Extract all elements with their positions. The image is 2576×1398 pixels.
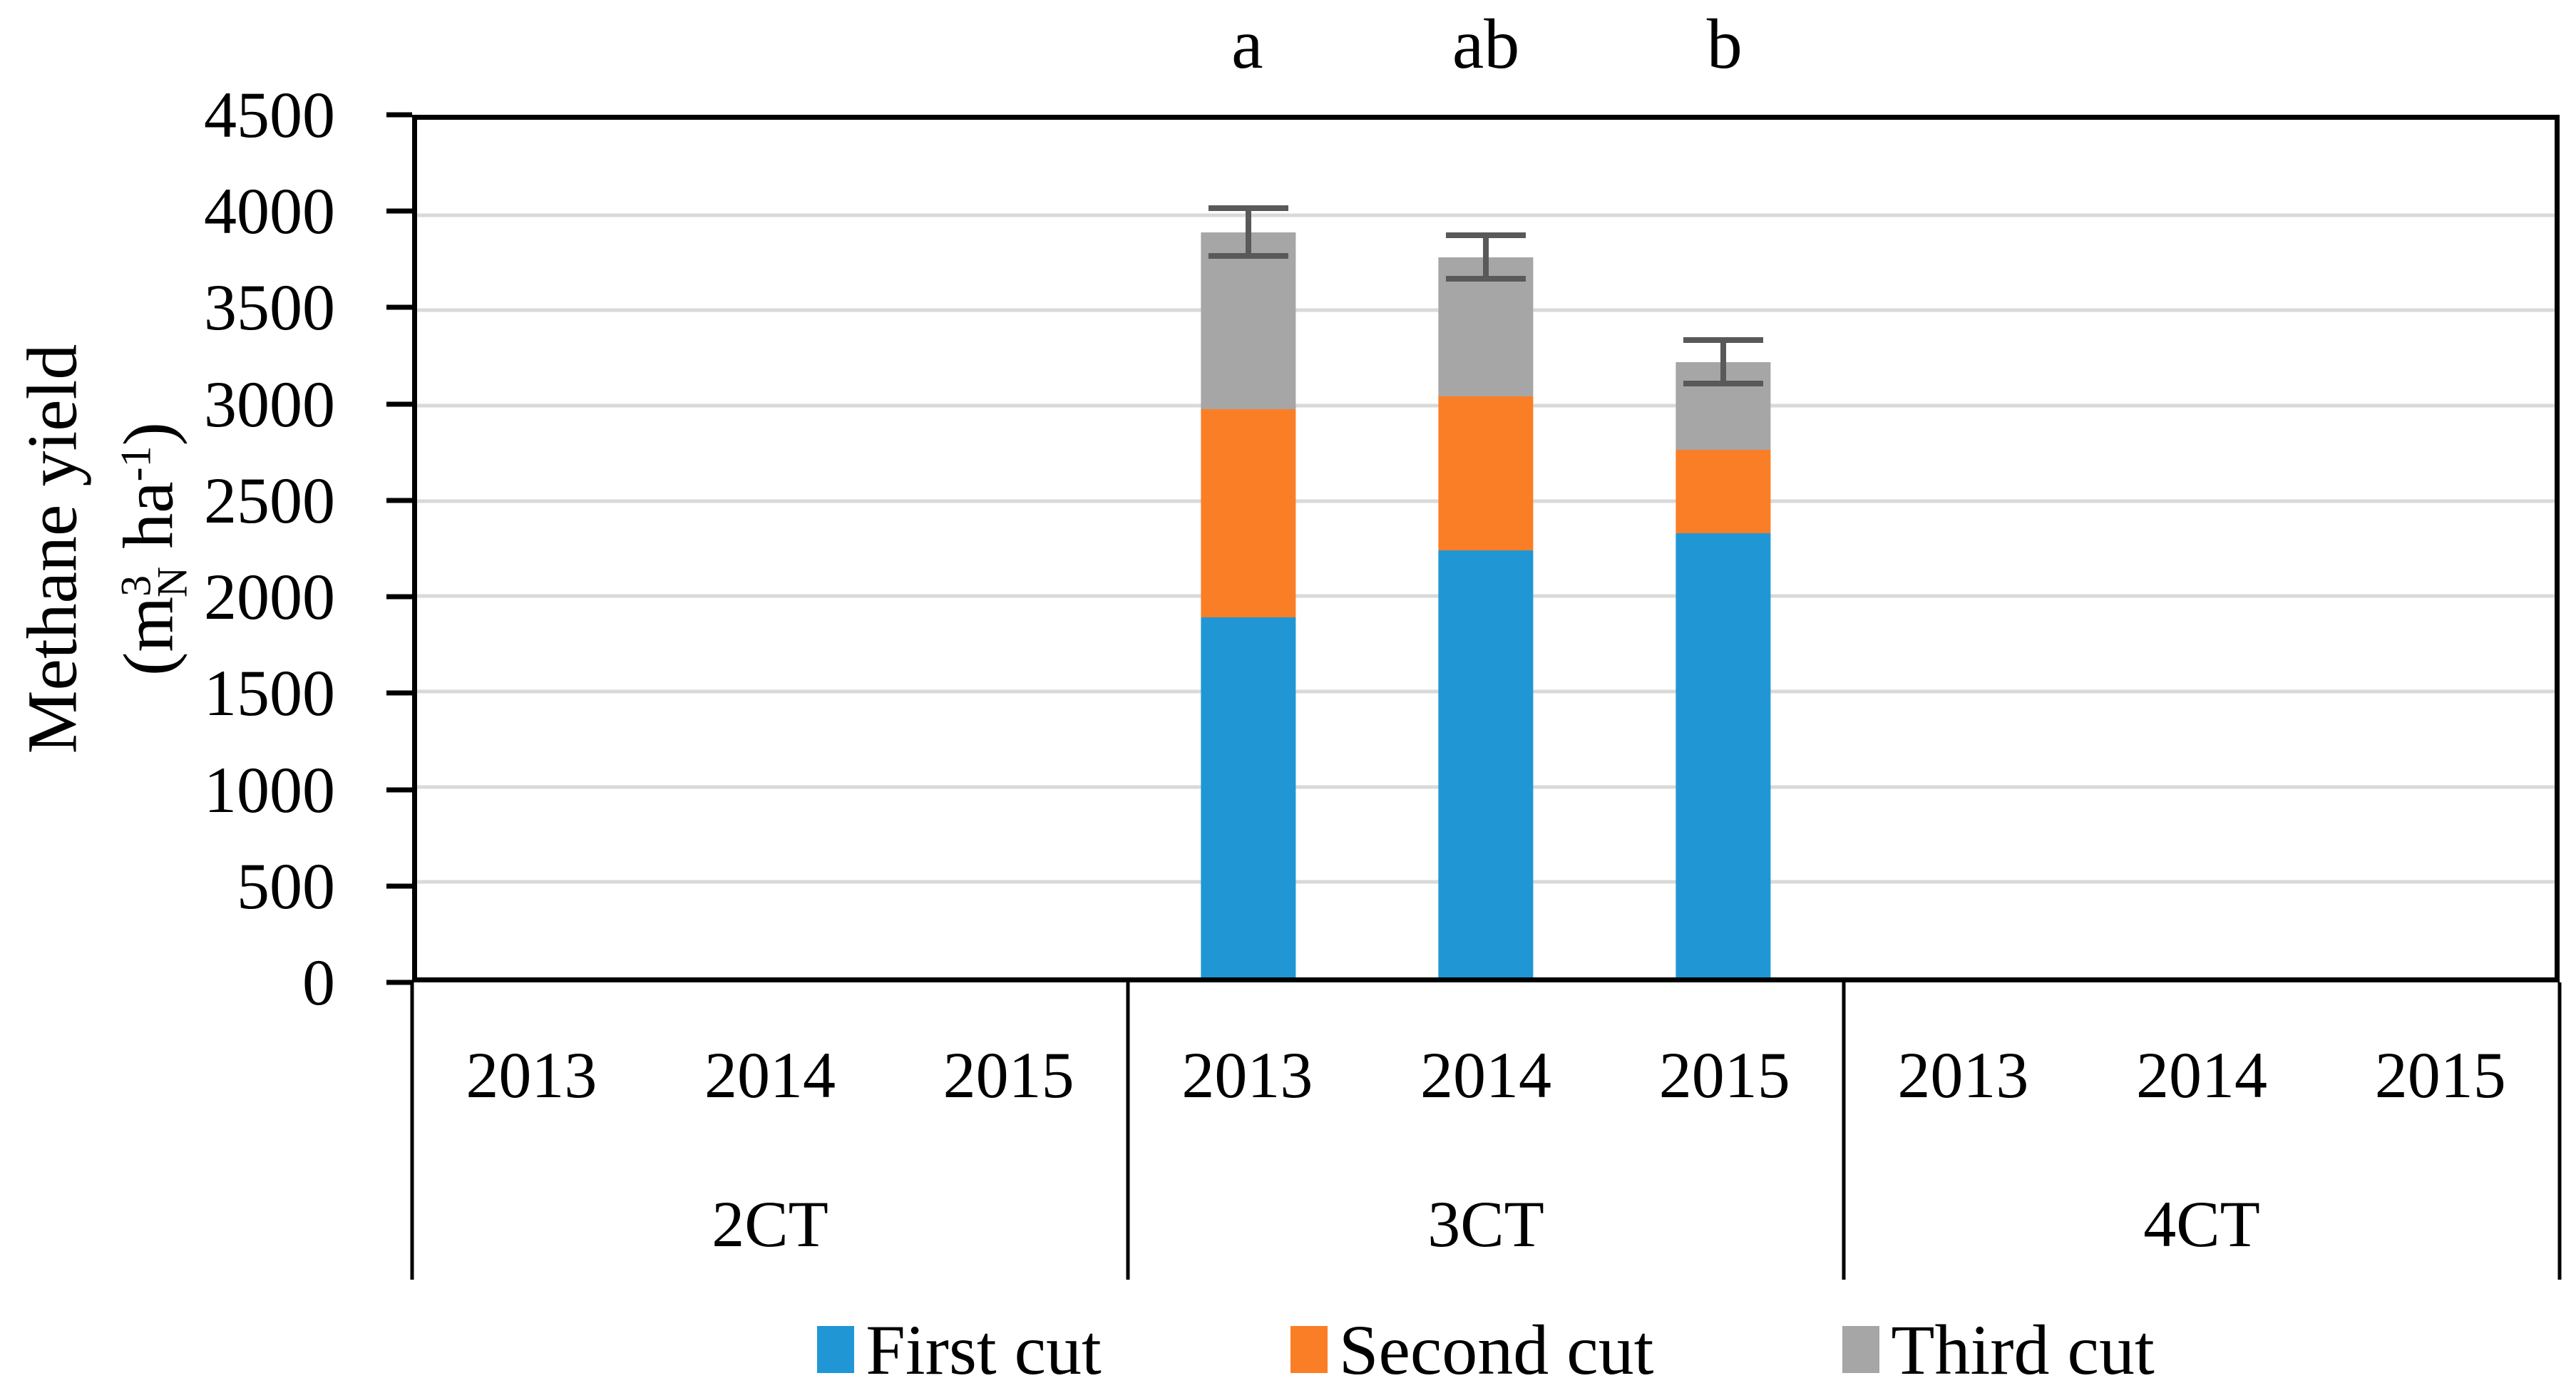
- y-tick-label: 4500: [204, 78, 335, 151]
- category-separator: [1842, 982, 1846, 1280]
- sig-letters-row: a ab b: [412, 0, 2560, 91]
- bar-segment-second-cut: [1438, 396, 1534, 551]
- gridline: [417, 213, 2555, 217]
- y-tick-label: 2500: [204, 463, 335, 537]
- year-label: 2014: [2136, 1039, 2268, 1111]
- y-tick: [386, 980, 412, 985]
- y-tick: [386, 883, 412, 889]
- bar-segment-first-cut: [1201, 617, 1296, 977]
- bar-segment-first-cut: [1676, 533, 1771, 977]
- legend: First cut Second cut Third cut: [412, 1301, 2560, 1398]
- year-label: 2014: [704, 1039, 836, 1111]
- legend-swatch-third-cut: [1842, 1326, 1880, 1373]
- bar-segment-first-cut: [1438, 550, 1534, 977]
- bar-group-2CT: [417, 120, 1129, 977]
- sig-letter: ab: [1452, 4, 1520, 83]
- sig-letter: a: [1231, 4, 1263, 83]
- y-tick: [386, 498, 412, 503]
- legend-item-first-cut: First cut: [817, 1309, 1102, 1391]
- year-label: 2014: [1420, 1039, 1552, 1111]
- sig-letter: [2321, 0, 2560, 91]
- category-separator: [410, 982, 414, 1280]
- year-label: 2013: [1181, 1039, 1313, 1111]
- bar-stack: [1676, 120, 1771, 977]
- year-label: 2015: [1658, 1039, 1790, 1111]
- bar-slot-3CT-2015: [1605, 120, 1842, 977]
- legend-label: Third cut: [1891, 1310, 2155, 1389]
- error-bar: [1445, 232, 1526, 282]
- category-separator: [1126, 982, 1130, 1280]
- sig-letter: [2083, 0, 2321, 91]
- y-tick: [386, 594, 412, 600]
- group-labels-row: 2CT 3CT 4CT: [412, 1168, 2560, 1280]
- bar-slot-3CT-2013: [1129, 120, 1367, 977]
- category-separator: [2557, 982, 2562, 1280]
- sig-letter: [1844, 0, 2083, 91]
- sig-letter: [889, 0, 1128, 91]
- y-tick-label: 500: [237, 849, 335, 922]
- year-labels-row: 2013 2014 2015 2013 2014 2015 2013 2014 2015: [412, 982, 2560, 1168]
- bar-slot-4CT-2014: [2080, 120, 2317, 977]
- bar-slot-3CT-2014: [1367, 120, 1604, 977]
- bar-segment-second-cut: [1201, 409, 1296, 617]
- legend-swatch-second-cut: [1290, 1326, 1328, 1373]
- y-axis-ticks: [386, 112, 412, 985]
- bar-segment-second-cut: [1676, 449, 1771, 534]
- y-axis-tick-labels: 4500 4000 3500 3000 2500 2000 1500 1000 500 0: [0, 82, 335, 1015]
- y-tick: [386, 304, 412, 310]
- error-bar: [1208, 205, 1288, 259]
- y-tick: [386, 690, 412, 696]
- bar-group-4CT: [1842, 120, 2555, 977]
- bar-slot-4CT-2015: [2317, 120, 2555, 977]
- y-tick-label: 3000: [204, 367, 335, 441]
- year-label: 2015: [2374, 1039, 2506, 1111]
- plot-area: [412, 115, 2560, 982]
- bar-slot-2CT-2015: [892, 120, 1129, 977]
- bar-slot-4CT-2013: [1842, 120, 2080, 977]
- y-tick: [386, 208, 412, 214]
- sig-letter: [412, 0, 651, 91]
- y-tick-label: 0: [302, 946, 335, 1019]
- y-tick-label: 1000: [204, 753, 335, 826]
- y-tick: [386, 112, 412, 118]
- legend-label: First cut: [866, 1310, 1102, 1389]
- bar-slot-2CT-2013: [417, 120, 655, 977]
- bar-slot-2CT-2014: [655, 120, 892, 977]
- y-tick-label: 4000: [204, 175, 335, 248]
- y-tick: [386, 401, 412, 407]
- error-bar: [1683, 336, 1764, 387]
- legend-item-second-cut: Second cut: [1290, 1309, 1654, 1391]
- y-tick: [386, 787, 412, 793]
- legend-item-third-cut: Third cut: [1842, 1309, 2155, 1391]
- legend-swatch-first-cut: [817, 1326, 855, 1373]
- legend-label: Second cut: [1338, 1310, 1654, 1389]
- category-axis: 2013 2014 2015 2013 2014 2015 2013 2014 2015 2CT…: [410, 982, 2562, 1280]
- group-label: 3CT: [1427, 1187, 1544, 1260]
- year-label: 2015: [943, 1039, 1074, 1111]
- group-label: 4CT: [2143, 1187, 2260, 1260]
- y-tick-label: 2000: [204, 560, 335, 634]
- y-tick-label: 1500: [204, 657, 335, 730]
- bar-group-3CT: [1129, 120, 1842, 977]
- plot-inner: [417, 120, 2555, 977]
- group-label: 2CT: [712, 1187, 828, 1260]
- sig-letter: b: [1706, 4, 1743, 83]
- sig-letter: [651, 0, 890, 91]
- bars-layer: [417, 120, 2555, 977]
- y-tick-label: 3500: [204, 271, 335, 344]
- year-label: 2013: [1897, 1039, 2029, 1111]
- year-label: 2013: [466, 1039, 597, 1111]
